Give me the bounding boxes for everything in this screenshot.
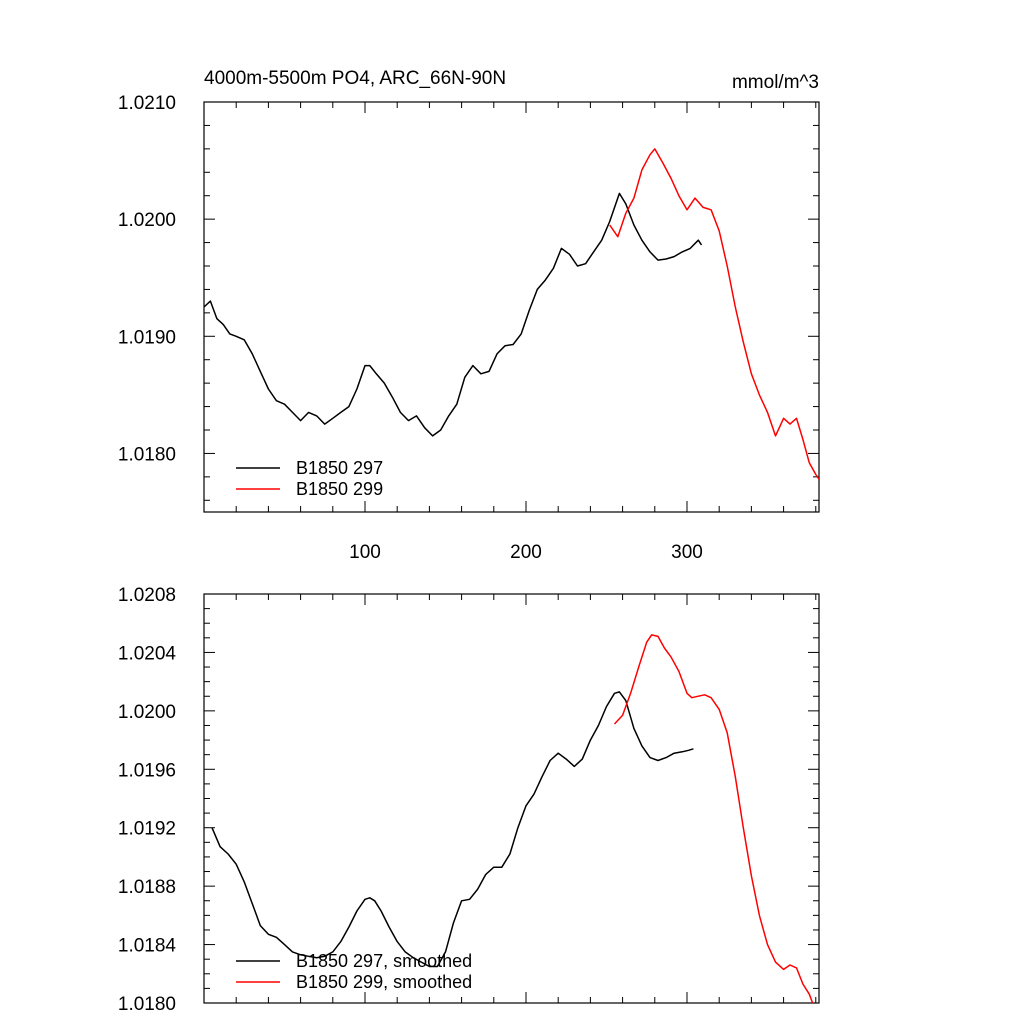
y-tick-label: 1.0210 xyxy=(118,93,176,114)
y-tick-label: 1.0180 xyxy=(118,444,176,465)
legend-label-1: B1850 297 xyxy=(296,458,383,478)
y-tick-label: 1.0192 xyxy=(118,819,176,840)
y-tick-label: 1.0208 xyxy=(118,585,176,606)
x-tick-label: 300 xyxy=(671,542,703,563)
series-line-2 xyxy=(609,148,819,480)
chart-title: 4000m-5500m PO4, ARC_66N-90N xyxy=(204,68,506,89)
y-tick-label: 1.0200 xyxy=(118,210,176,231)
y-tick-label: 1.0196 xyxy=(118,760,176,781)
x-tick-label: 200 xyxy=(510,542,542,563)
legend-label-2: B1850 299, smoothed xyxy=(296,972,472,992)
y-tick-label: 1.0188 xyxy=(118,877,176,898)
series-line-2 xyxy=(613,634,814,1003)
plot-frame xyxy=(203,101,820,513)
top-panel: 100 200 300 1.0180 1.0190 1.0200 1.0210 4000m-5… xyxy=(118,68,820,563)
plot-frame xyxy=(203,593,820,1004)
series-line-1 xyxy=(204,192,703,437)
y-tick-label: 1.0200 xyxy=(118,702,176,723)
y-tick-label: 1.0180 xyxy=(118,994,176,1015)
bottom-panel: 1.0180 1.0184 1.0188 1.0192 1.0196 1.0200 1.02… xyxy=(118,585,820,1015)
y-tick-label: 1.0190 xyxy=(118,327,176,348)
x-tick-label: 100 xyxy=(349,542,381,563)
legend-label-2: B1850 299 xyxy=(296,479,383,499)
series-line-1 xyxy=(211,691,694,968)
y-tick-label: 1.0204 xyxy=(118,643,177,664)
y-tick-label: 1.0184 xyxy=(118,936,177,957)
legend-label-1: B1850 297, smoothed xyxy=(296,951,472,971)
units-label: mmol/m^3 xyxy=(732,72,819,93)
